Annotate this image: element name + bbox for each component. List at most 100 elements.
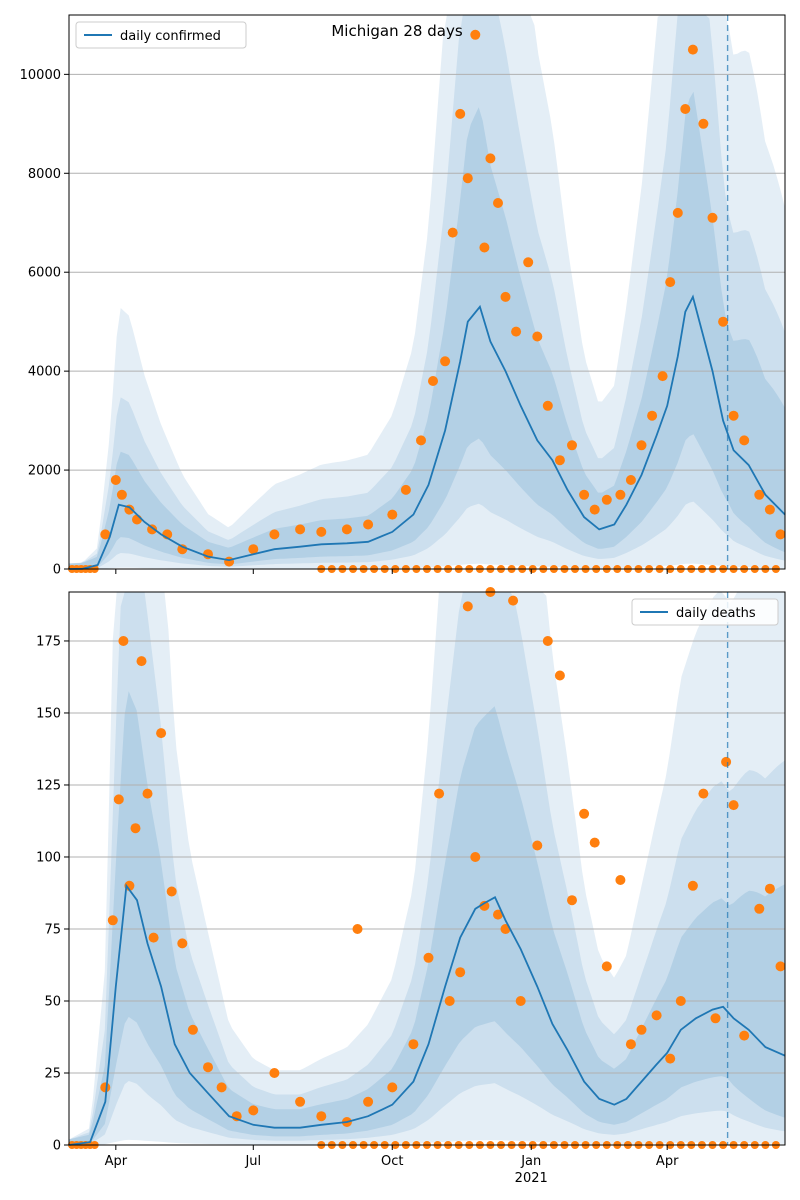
data-point-41 xyxy=(579,808,590,819)
data-point-38 xyxy=(542,636,553,646)
data-point-23 xyxy=(462,173,473,184)
y-tick-label-1: 2000 xyxy=(28,464,61,479)
x-tick-label-3: Jan xyxy=(520,1154,541,1169)
series-line-daily-deaths xyxy=(68,883,786,1146)
data-point-14 xyxy=(216,1082,227,1093)
data-point-22 xyxy=(363,1096,374,1107)
data-point-26 xyxy=(485,153,496,164)
x-tick-label-2: Oct xyxy=(381,1154,403,1169)
data-point-22 xyxy=(455,108,466,119)
data-point-8 xyxy=(148,932,159,943)
legend-label: daily deaths xyxy=(676,606,756,621)
y-tick-label-5: 125 xyxy=(36,778,61,793)
data-point-37 xyxy=(532,840,543,851)
data-point-29 xyxy=(462,601,473,612)
data-point-23 xyxy=(387,1082,398,1093)
data-point-43 xyxy=(665,277,676,288)
data-point-29 xyxy=(511,326,522,337)
data-point-54 xyxy=(728,800,739,811)
data-point-33 xyxy=(554,455,565,466)
data-point-52 xyxy=(710,1013,721,1024)
data-point-46 xyxy=(636,1024,647,1035)
data-point-27 xyxy=(444,996,455,1006)
data-point-58 xyxy=(775,961,786,972)
data-point-20 xyxy=(440,356,451,367)
data-point-44 xyxy=(615,875,626,885)
y-tick-label-3: 6000 xyxy=(28,266,61,281)
data-point-28 xyxy=(455,967,466,978)
zero-report-points xyxy=(68,1141,780,1149)
y-tick-label-0: 0 xyxy=(53,563,61,578)
data-point-12 xyxy=(295,524,306,535)
data-point-18 xyxy=(416,435,426,446)
data-point-2 xyxy=(116,489,127,500)
data-point-25 xyxy=(423,952,434,963)
y-tick-label-3: 75 xyxy=(44,922,61,937)
y-tick-label-1: 25 xyxy=(44,1066,61,1081)
data-point-21 xyxy=(447,227,458,238)
data-point-3 xyxy=(118,636,129,646)
data-point-18 xyxy=(295,1096,306,1107)
confidence-bands xyxy=(69,592,785,1145)
y-tick-label-6: 150 xyxy=(36,706,61,721)
data-point-13 xyxy=(316,526,327,537)
data-point-24 xyxy=(408,1039,419,1050)
data-point-49 xyxy=(718,316,729,327)
data-point-52 xyxy=(754,489,765,500)
data-point-31 xyxy=(532,331,543,342)
plot-frame xyxy=(68,591,786,1146)
data-point-15 xyxy=(363,519,374,530)
data-point-49 xyxy=(675,996,686,1006)
data-point-50 xyxy=(687,880,698,891)
data-point-6 xyxy=(136,656,147,667)
data-point-37 xyxy=(601,494,612,505)
x-tick-label-1: Jul xyxy=(244,1154,261,1169)
data-point-19 xyxy=(428,376,438,386)
data-point-16 xyxy=(248,1105,259,1116)
data-point-14 xyxy=(341,524,352,535)
chart-deaths: 0 25 50 75 100 125 150 175 Apr Jul Oct Jan Apr 2021… xyxy=(36,587,786,1186)
data-point-32 xyxy=(542,400,553,411)
data-point-16 xyxy=(387,509,398,520)
data-point-10 xyxy=(248,544,259,555)
data-point-27 xyxy=(493,198,503,208)
data-point-53 xyxy=(721,756,732,767)
data-point-2 xyxy=(113,794,124,805)
data-point-10 xyxy=(166,886,177,897)
data-point-47 xyxy=(651,1010,662,1021)
y-tick-label-2: 50 xyxy=(44,994,61,1009)
data-point-45 xyxy=(680,104,691,114)
data-point-48 xyxy=(665,1053,676,1064)
data-point-0 xyxy=(100,1082,111,1093)
data-point-0 xyxy=(100,529,111,540)
data-point-50 xyxy=(728,410,739,421)
x-tick-label-4: Apr xyxy=(656,1154,679,1169)
data-point-40 xyxy=(636,440,647,451)
data-point-7 xyxy=(142,788,153,799)
chart-title: Michigan 28 days xyxy=(331,22,462,40)
x-axis-year-label: 2021 xyxy=(515,1171,548,1186)
confidence-band-1 xyxy=(69,15,785,569)
data-point-56 xyxy=(754,903,765,914)
data-point-57 xyxy=(764,883,775,894)
data-point-36 xyxy=(589,504,600,515)
data-point-13 xyxy=(203,1062,213,1073)
confidence-band-0 xyxy=(69,15,785,569)
data-point-28 xyxy=(500,291,511,302)
data-point-9 xyxy=(156,728,167,739)
confidence-band-0 xyxy=(69,592,785,1145)
data-point-45 xyxy=(625,1039,636,1050)
data-point-51 xyxy=(739,435,750,446)
data-point-4 xyxy=(132,514,142,525)
data-point-12 xyxy=(187,1024,198,1035)
x-tick-label-0: Apr xyxy=(105,1154,128,1169)
y-tick-label-5: 10000 xyxy=(20,68,61,83)
y-tick-label-0: 0 xyxy=(53,1139,61,1154)
x-axis-ticks xyxy=(115,569,668,574)
legend-label: daily confirmed xyxy=(120,29,221,44)
data-point-31 xyxy=(479,900,490,911)
data-point-11 xyxy=(269,529,280,540)
data-point-44 xyxy=(672,207,683,218)
data-point-1 xyxy=(110,475,121,485)
data-point-34 xyxy=(567,440,577,451)
